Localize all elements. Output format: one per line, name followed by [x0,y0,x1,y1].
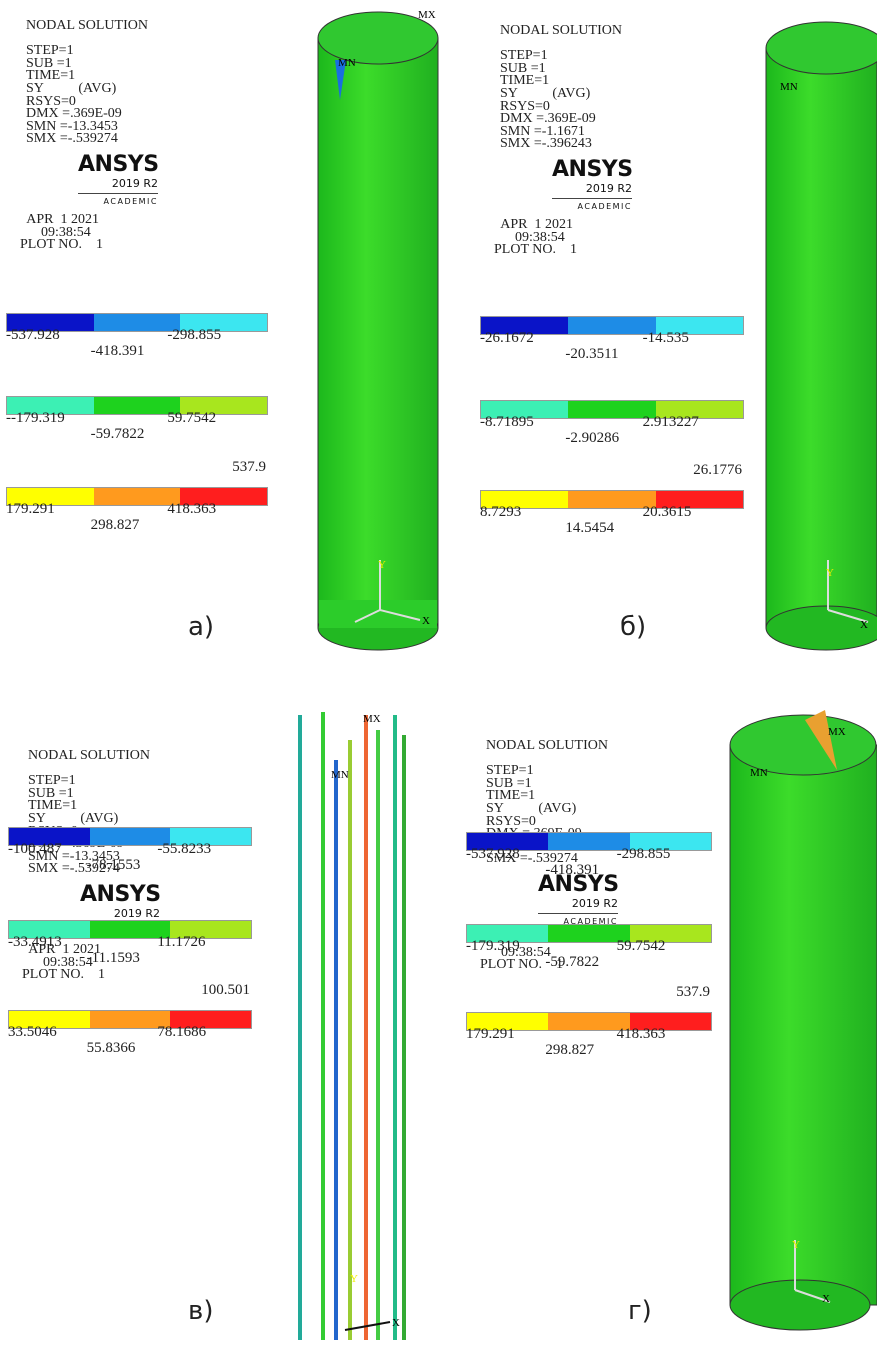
legend-max: 100.501 [170,982,250,999]
legend-label: 298.827 [91,517,140,534]
legend-label: -100.487 [8,841,62,858]
legend-label: 2.913227 [643,414,699,431]
legend-label: -78.1553 [87,857,141,874]
panel-label: в) [188,1296,213,1326]
max-marker: MX [363,713,381,725]
brand-text: ANSYS [80,882,160,907]
legend-label: -14.535 [643,330,689,347]
info-line: SMX =-.539274 [26,133,148,146]
brand-text: 2019 R2 [538,897,618,914]
info-line: NODAL SOLUTION [500,25,622,38]
stamp-line: PLOT NO. 1 [22,969,105,982]
legend-label: -59.7822 [545,954,599,971]
min-marker: MN [338,57,356,69]
legend-label: 179.291 [6,501,55,518]
brand-text: ANSYS [78,152,158,177]
min-marker: MN [750,767,768,779]
legend-label: -298.855 [167,327,221,344]
cylinder [318,12,438,650]
min-marker: MN [331,769,349,781]
max-marker: MX [418,9,436,21]
brand-text: 2019 R2 [552,182,632,199]
legend-label: -33.4913 [8,934,62,951]
legend-label: 14.5454 [565,520,614,537]
brand: ANSYS2019 R2 ACADEMIC [552,157,632,211]
axis-label: X [822,1293,830,1305]
brand-text: ACADEMIC [78,197,158,206]
brand: ANSYS2019 R2 ACADEMIC [78,152,158,206]
legend-label: -418.391 [545,862,599,879]
legend-label: 418.363 [167,501,216,518]
panel-label: б) [620,612,646,642]
axis-label: Y [350,1273,358,1285]
min-marker: MN [780,81,798,93]
legend-label: --179.319 [6,410,65,427]
info-line: NODAL SOLUTION [28,750,150,763]
legend-label: -55.8233 [157,841,211,858]
stamp-line: PLOT NO. 1 [494,244,577,257]
legend-label: -418.391 [91,343,145,360]
legend-label: 59.7542 [167,410,216,427]
legend-max: 537.9 [630,984,710,1001]
cylinder [766,22,877,650]
legend-label: 11.1726 [157,934,205,951]
legend-max: 537.9 [186,459,266,476]
legend-label: 179.291 [466,1026,515,1043]
legend-label: -8.71895 [480,414,534,431]
legend-max: 26.1776 [662,462,742,479]
cylinder [730,710,877,1330]
info-line: NODAL SOLUTION [26,20,148,33]
legend-label: 33.5046 [8,1024,57,1041]
brand-text: 2019 R2 [78,177,158,194]
legend-label: 8.7293 [480,504,521,521]
panel: NODAL SOLUTIONSTEP=1SUB =1TIME=1SY (AVG)… [6,20,286,640]
brand-text: ANSYS [552,157,632,182]
legend-label: -298.855 [617,846,671,863]
info-line: SMX =-.396243 [500,138,622,151]
legend-label: -537.928 [6,327,60,344]
max-marker: MX [828,726,846,738]
axis-label: X [422,615,430,627]
info-block: NODAL SOLUTIONSTEP=1SUB =1TIME=1SY (AVG)… [26,20,148,146]
legend-label: -11.1593 [87,950,140,967]
info-line: NODAL SOLUTION [486,740,608,753]
panel-label: г) [628,1296,652,1326]
stamp-line: PLOT NO. 1 [20,239,103,252]
figure: MX MN Y X MN Y X MX MN Y X MX MN Y X {"p… [0,0,877,1347]
strips [300,712,404,1340]
legend-label: 78.1686 [157,1024,206,1041]
legend-label: 55.8366 [87,1040,136,1057]
legend-label: -26.1672 [480,330,534,347]
legend-label: -179.319 [466,938,520,955]
axis-label: Y [378,559,386,571]
legend-label: 418.363 [617,1026,666,1043]
panel-label: а) [188,612,214,642]
info-block: NODAL SOLUTIONSTEP=1SUB =1TIME=1SY (AVG)… [500,25,622,151]
legend-label: -20.3511 [565,346,618,363]
axis-label: Y [826,567,834,579]
legend-label: 20.3615 [643,504,692,521]
legend-label: -59.7822 [91,426,145,443]
legend-label: 59.7542 [617,938,666,955]
axis-label: X [860,619,868,631]
brand-text: ACADEMIC [552,202,632,211]
axis-label: X [392,1317,400,1329]
legend-label: -2.90286 [565,430,619,447]
axis-label: Y [792,1239,800,1251]
panel: NODAL SOLUTIONSTEP=1SUB =1TIME=1SY (AVG)… [8,750,288,1370]
legend-label: 298.827 [545,1042,594,1059]
legend-label: -537.928 [466,846,520,863]
